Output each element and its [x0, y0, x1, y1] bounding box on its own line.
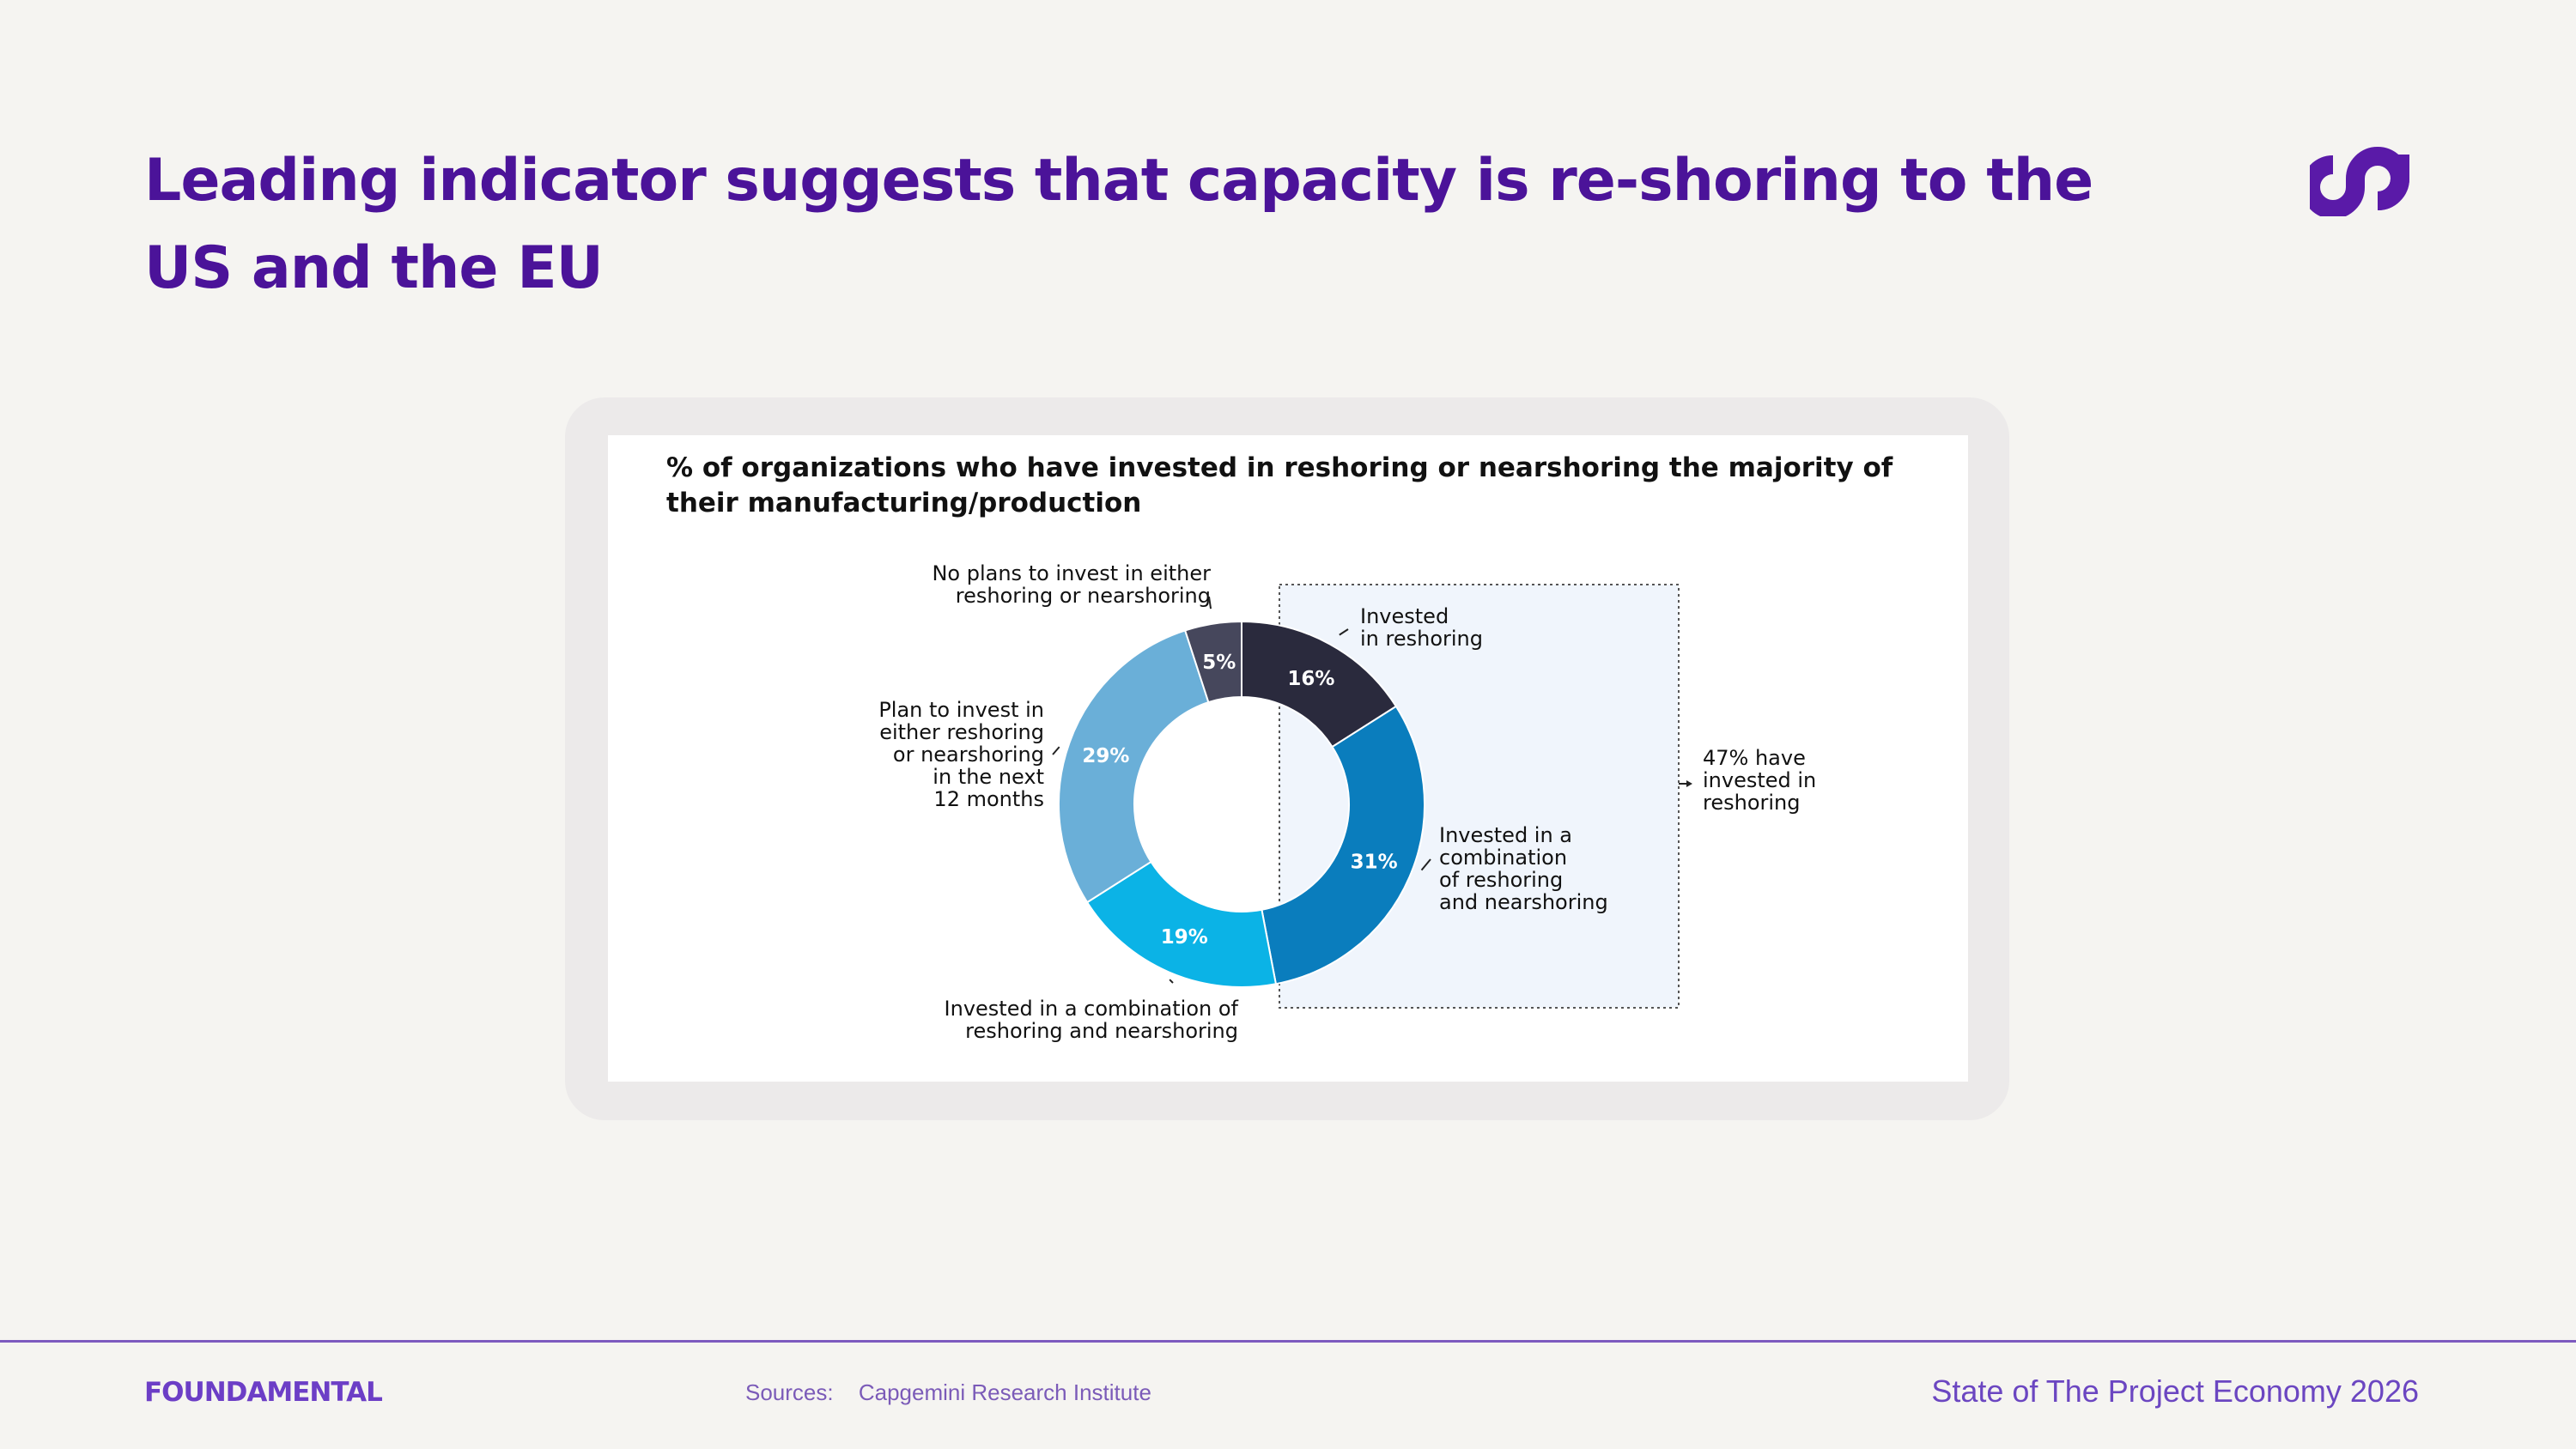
annotation-slice-2-label: Invested in a combination of reshoring an… — [945, 997, 1239, 1043]
donut-slice-3 — [1058, 629, 1210, 904]
chart-card: % of organizations who have invested in … — [608, 435, 1968, 1082]
bracket-arrowhead — [1686, 780, 1692, 787]
annotation-slice-3-label: Plan to invest in either reshoring or near… — [878, 698, 1044, 811]
slice-value-label-2: 19% — [1161, 926, 1208, 949]
chart-title: % of organizations who have invested in … — [666, 452, 1893, 518]
leader-line-2 — [1169, 979, 1174, 984]
report-name: State of The Project Economy 2026 — [1931, 1373, 2419, 1409]
donut-slice-1 — [1261, 705, 1425, 985]
sources-value: Capgemini Research Institute — [858, 1379, 1151, 1405]
annotation-bracket-label: 47% have invested in reshoring — [1703, 746, 1816, 815]
donut-slice-4 — [1183, 620, 1242, 704]
slice-value-label-1: 31% — [1351, 852, 1398, 874]
sources-label: Sources: — [745, 1379, 834, 1405]
leader-line-3 — [1052, 746, 1060, 755]
page-title: Leading indicator suggests that capacity… — [144, 147, 2093, 302]
slice-value-label-3: 29% — [1082, 745, 1129, 767]
leader-line-0 — [1339, 628, 1349, 636]
annotation-slice-4-label: No plans to invest in either reshoring or… — [932, 561, 1211, 608]
sources: Sources: Capgemini Research Institute — [745, 1379, 1151, 1406]
slice-value-label-4: 5% — [1202, 652, 1236, 674]
footer-divider — [0, 1340, 2576, 1343]
annotation-slice-0-label: Invested in reshoring — [1360, 604, 1483, 651]
infinity-loop-icon — [2310, 147, 2409, 216]
leader-line-4 — [1208, 596, 1212, 609]
leader-line-1 — [1420, 858, 1431, 871]
annotation-slice-1-label: Invested in a combination of reshoring and … — [1439, 823, 1608, 914]
donut-chart: 16% 31% 19% 29% 5% Invested in reshoring Inves… — [878, 561, 1816, 1043]
slice-value-label-0: 16% — [1287, 668, 1334, 690]
footer-logo: FOUNDAMENTAL — [144, 1377, 383, 1408]
